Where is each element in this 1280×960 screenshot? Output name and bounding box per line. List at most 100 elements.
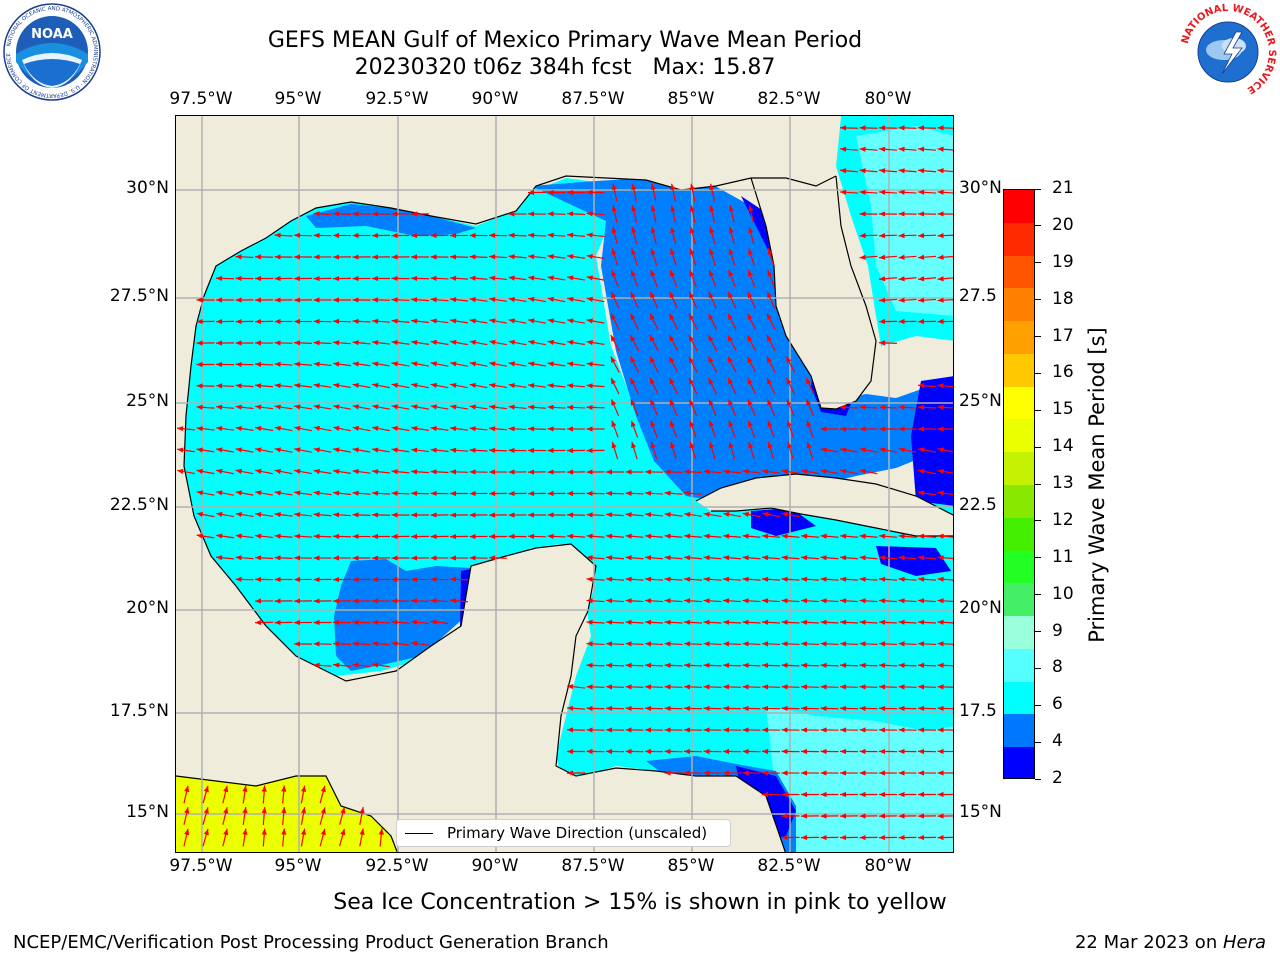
wave-arrow-head [918, 684, 925, 690]
wave-arrow-head [586, 576, 593, 582]
wave-arrow-head [684, 490, 691, 496]
wave-arrow-head [840, 555, 847, 561]
wave-arrow-head [918, 490, 925, 496]
wave-arrow-head [411, 318, 418, 324]
wave-arrow-head [508, 469, 515, 475]
wave-arrow-head [879, 576, 886, 582]
wave-arrow-head [372, 641, 379, 647]
wave-arrow-head [391, 232, 398, 239]
wave-arrow-head [820, 641, 827, 647]
wave-arrow-head [650, 377, 656, 385]
wave-arrow-head [937, 168, 944, 174]
wave-arrow-head [937, 598, 944, 604]
wave-arrow-head [508, 382, 515, 389]
wave-arrow-head [313, 490, 320, 496]
wave-arrow-head [567, 404, 574, 410]
lat-label-left: 27.5°N [109, 286, 169, 306]
wave-arrow-head [723, 511, 730, 518]
wave-arrow-head [469, 361, 477, 367]
wave-arrow-head [372, 469, 379, 475]
wave-arrow-head [508, 211, 515, 217]
wave-arrow-head [937, 705, 944, 712]
wave-arrow-head [411, 404, 418, 410]
wave-arrow-head [840, 533, 847, 539]
wave-arrow-head [937, 576, 944, 582]
colorbar-tick-mark [1035, 262, 1041, 264]
wave-arrow-head [294, 555, 301, 561]
wave-arrow-head [688, 356, 694, 364]
wave-arrow-head [274, 318, 281, 325]
colorbar-segment [1004, 419, 1034, 453]
wave-arrow-head [762, 662, 769, 668]
wave-arrow-head [313, 447, 321, 453]
wave-arrow-head [274, 425, 282, 432]
colorbar-segment [1004, 321, 1034, 355]
wave-arrow-head [489, 426, 496, 432]
wave-arrow-head [203, 807, 209, 814]
wave-arrow-head [610, 313, 616, 320]
wave-arrow-head [879, 748, 886, 755]
wave-arrow-head [625, 490, 632, 496]
wave-arrow-head [645, 619, 652, 625]
wave-arrow-head [223, 807, 229, 814]
wave-arrow-head [709, 226, 715, 234]
wave-arrow-head [820, 598, 827, 604]
wave-arrow-head [898, 770, 905, 776]
wave-arrow-head [340, 828, 346, 836]
wave-arrow-head [528, 275, 535, 281]
wave-arrow-head [786, 399, 792, 406]
lat-label-left: 20°N [126, 598, 169, 618]
wave-arrow-head [859, 619, 866, 625]
wave-arrow-head [670, 183, 676, 191]
wave-arrow-head [567, 469, 574, 475]
wave-arrow-head [352, 297, 359, 303]
colorbar-segment [1004, 452, 1034, 486]
wave-arrow-head [670, 248, 676, 255]
wave-arrow-head [450, 469, 457, 475]
wave-arrow-head [898, 748, 905, 755]
wave-arrow-head [567, 361, 574, 367]
wave-arrow-head [937, 813, 944, 819]
wave-arrow-head [918, 254, 925, 260]
wave-arrow-head [840, 189, 847, 195]
wave-arrow-head [625, 619, 632, 625]
wave-arrow-head [586, 426, 593, 432]
wave-arrow-head [689, 377, 695, 385]
wave-arrow-head [586, 189, 593, 196]
wave-arrow-head [898, 297, 905, 303]
wave-arrow-head [859, 598, 866, 604]
lat-label-right: 20°N [959, 598, 1002, 618]
wave-arrow-head [840, 705, 847, 712]
campeche-6s [334, 559, 471, 671]
lon-label-bottom: 82.5°W [757, 856, 821, 876]
colorbar-tick-label: 4 [1052, 731, 1063, 752]
wave-arrow-head [859, 684, 866, 690]
wave-arrow-head [255, 533, 262, 539]
wave-arrow-head [411, 232, 418, 239]
wave-arrow-head [274, 297, 281, 303]
wave-arrow-head [820, 684, 827, 690]
wave-arrow-head [469, 254, 476, 260]
wave-arrow-head [669, 313, 675, 320]
wave-arrow-head [489, 275, 496, 281]
wave-arrow-head [898, 447, 906, 453]
wave-arrow-head [762, 533, 769, 539]
wave-arrow-head [610, 335, 616, 342]
colorbar-tick-mark [1035, 631, 1041, 632]
wave-arrow-head [728, 441, 734, 449]
lat-label-left: 30°N [126, 178, 169, 198]
wave-arrow-head [748, 420, 753, 428]
wave-arrow-head [767, 399, 773, 406]
lon-label-top: 82.5°W [757, 89, 821, 109]
footer-date-text: 22 Mar 2023 on [1074, 932, 1223, 953]
wave-arrow-head [664, 705, 671, 712]
wave-arrow-head [898, 125, 905, 131]
colorbar-label: Primary Wave Mean Period [s] [1085, 327, 1109, 643]
wave-arrow-head [489, 361, 496, 367]
wave-arrow-head [352, 340, 359, 346]
wave-arrow-head [528, 361, 535, 367]
wave-arrow-head [898, 254, 905, 260]
wave-arrow-head [879, 168, 886, 174]
colorbar-tick-label: 13 [1052, 473, 1074, 493]
wave-arrow-head [586, 361, 593, 367]
